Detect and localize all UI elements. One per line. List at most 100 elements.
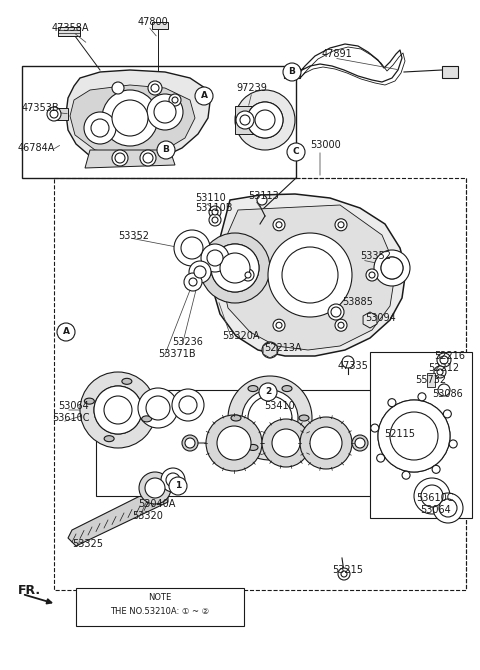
Ellipse shape bbox=[276, 222, 282, 228]
Bar bbox=[58, 27, 80, 36]
Polygon shape bbox=[220, 205, 396, 350]
Text: FR.: FR. bbox=[18, 584, 41, 596]
Ellipse shape bbox=[194, 266, 206, 278]
Circle shape bbox=[283, 63, 301, 81]
Ellipse shape bbox=[91, 119, 109, 137]
Ellipse shape bbox=[143, 153, 153, 163]
Text: 52115: 52115 bbox=[384, 429, 415, 439]
Ellipse shape bbox=[212, 217, 218, 223]
Ellipse shape bbox=[217, 426, 251, 460]
Ellipse shape bbox=[440, 356, 448, 364]
Ellipse shape bbox=[300, 417, 352, 469]
Text: 47353B: 47353B bbox=[22, 103, 60, 113]
Bar bbox=[22, 66, 296, 178]
Ellipse shape bbox=[147, 94, 183, 130]
Text: 53215: 53215 bbox=[332, 565, 363, 575]
Ellipse shape bbox=[282, 247, 338, 303]
Ellipse shape bbox=[104, 436, 114, 442]
Ellipse shape bbox=[154, 101, 176, 123]
Ellipse shape bbox=[262, 342, 278, 358]
Bar bbox=[76, 588, 244, 626]
Ellipse shape bbox=[272, 429, 300, 457]
Ellipse shape bbox=[50, 110, 58, 118]
Text: 53352: 53352 bbox=[360, 251, 391, 261]
Circle shape bbox=[157, 141, 175, 159]
Ellipse shape bbox=[189, 261, 211, 283]
Ellipse shape bbox=[335, 219, 347, 230]
Ellipse shape bbox=[228, 376, 312, 460]
Text: 53610C: 53610C bbox=[416, 493, 454, 503]
Ellipse shape bbox=[282, 385, 292, 391]
Ellipse shape bbox=[211, 244, 259, 292]
Ellipse shape bbox=[142, 416, 152, 422]
Text: 47335: 47335 bbox=[338, 361, 369, 371]
Ellipse shape bbox=[338, 222, 344, 228]
Text: 53086: 53086 bbox=[432, 389, 463, 399]
Ellipse shape bbox=[185, 438, 195, 448]
Ellipse shape bbox=[341, 571, 347, 577]
Ellipse shape bbox=[47, 107, 61, 121]
Ellipse shape bbox=[148, 81, 162, 95]
Ellipse shape bbox=[184, 273, 202, 291]
Ellipse shape bbox=[265, 345, 275, 355]
Ellipse shape bbox=[299, 415, 309, 421]
Ellipse shape bbox=[342, 356, 354, 368]
Ellipse shape bbox=[207, 250, 223, 266]
Bar bbox=[370, 352, 472, 518]
Ellipse shape bbox=[310, 427, 342, 459]
Text: 46784A: 46784A bbox=[18, 143, 55, 153]
Ellipse shape bbox=[179, 396, 197, 414]
Ellipse shape bbox=[421, 485, 443, 507]
Ellipse shape bbox=[444, 410, 451, 418]
Circle shape bbox=[169, 477, 187, 495]
Text: 53110B: 53110B bbox=[195, 203, 232, 213]
Ellipse shape bbox=[112, 82, 124, 94]
Ellipse shape bbox=[212, 209, 218, 215]
Ellipse shape bbox=[236, 111, 254, 129]
Text: 53320A: 53320A bbox=[222, 331, 260, 341]
Circle shape bbox=[57, 323, 75, 341]
Text: 53064: 53064 bbox=[58, 401, 89, 411]
Ellipse shape bbox=[80, 372, 156, 448]
Text: 97239: 97239 bbox=[236, 83, 267, 93]
Ellipse shape bbox=[181, 237, 203, 259]
Ellipse shape bbox=[331, 307, 341, 317]
Text: B: B bbox=[288, 68, 295, 76]
Ellipse shape bbox=[242, 390, 298, 446]
Ellipse shape bbox=[242, 269, 254, 281]
Bar bbox=[54, 178, 466, 590]
Text: 47891: 47891 bbox=[322, 49, 353, 59]
Ellipse shape bbox=[166, 473, 180, 487]
Bar bbox=[235, 106, 255, 134]
Ellipse shape bbox=[433, 493, 463, 523]
Ellipse shape bbox=[172, 97, 178, 103]
Ellipse shape bbox=[282, 444, 292, 450]
Ellipse shape bbox=[437, 353, 451, 367]
Bar bbox=[442, 66, 458, 78]
Text: 53610C: 53610C bbox=[52, 413, 89, 423]
Text: 1: 1 bbox=[175, 482, 181, 490]
Text: 52216: 52216 bbox=[434, 351, 465, 361]
Text: 53410: 53410 bbox=[264, 401, 295, 411]
Polygon shape bbox=[54, 108, 68, 120]
Text: 53113: 53113 bbox=[248, 191, 279, 201]
Ellipse shape bbox=[369, 272, 375, 278]
Ellipse shape bbox=[201, 244, 229, 272]
Ellipse shape bbox=[381, 257, 403, 279]
Polygon shape bbox=[85, 150, 175, 168]
Ellipse shape bbox=[112, 150, 128, 166]
Text: 53236: 53236 bbox=[172, 337, 203, 347]
Ellipse shape bbox=[257, 195, 267, 205]
Ellipse shape bbox=[355, 438, 365, 448]
Text: 53040A: 53040A bbox=[138, 499, 175, 509]
Ellipse shape bbox=[122, 379, 132, 385]
Text: 47800: 47800 bbox=[138, 17, 169, 27]
Ellipse shape bbox=[434, 366, 446, 378]
Ellipse shape bbox=[209, 214, 221, 226]
Ellipse shape bbox=[247, 102, 283, 138]
Ellipse shape bbox=[247, 102, 283, 138]
Ellipse shape bbox=[338, 322, 344, 328]
Ellipse shape bbox=[248, 396, 292, 440]
Ellipse shape bbox=[438, 384, 450, 396]
Ellipse shape bbox=[189, 278, 197, 286]
